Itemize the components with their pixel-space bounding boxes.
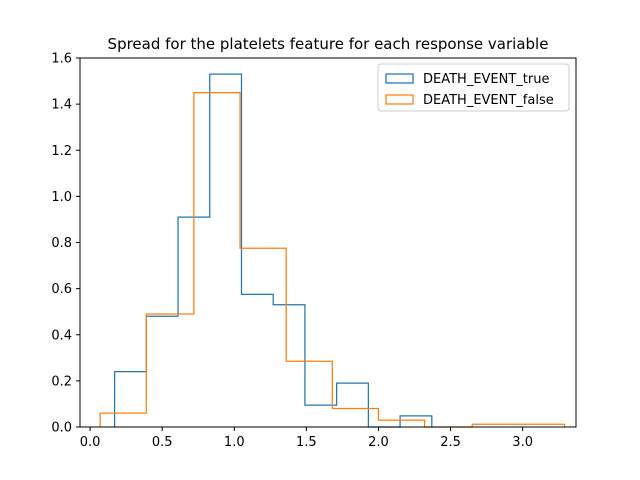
y-tick-label: 0.4 xyxy=(51,328,72,343)
legend-swatch xyxy=(385,73,414,84)
x-tick-label: 0.0 xyxy=(80,435,101,450)
x-tick-label: 2.5 xyxy=(440,435,461,450)
legend-swatch xyxy=(385,94,414,105)
legend: DEATH_EVENT_true DEATH_EVENT_false xyxy=(377,63,570,112)
y-tick-label: 0.0 xyxy=(51,421,72,436)
y-tick-label: 0.8 xyxy=(51,236,72,251)
axes: 0.0 0.5 1.0 1.5 2.0 2.5 3.0 0.0 0.2 0.4 0.6 0.8 1.0 1… xyxy=(51,52,577,450)
x-tick-label: 0.5 xyxy=(152,435,173,450)
x-tick-label: 1.5 xyxy=(296,435,317,450)
y-tick-label: 0.2 xyxy=(51,374,72,389)
legend-label: DEATH_EVENT_false xyxy=(423,93,554,108)
legend-label: DEATH_EVENT_true xyxy=(423,72,550,87)
y-tick-label: 1.4 xyxy=(51,98,72,113)
y-tick-label: 1.2 xyxy=(51,144,72,159)
chart-title: Spread for the platelets feature for eac… xyxy=(108,35,549,53)
x-tick-label: 1.0 xyxy=(224,435,245,450)
x-tick-label: 2.0 xyxy=(368,435,389,450)
legend-box xyxy=(377,63,570,112)
y-tick-label: 0.6 xyxy=(51,282,72,297)
y-tick-label: 1.0 xyxy=(51,190,72,205)
histogram-series-2 xyxy=(99,91,566,428)
y-tick-label: 1.6 xyxy=(51,52,72,67)
x-tick-label: 3.0 xyxy=(512,435,533,450)
